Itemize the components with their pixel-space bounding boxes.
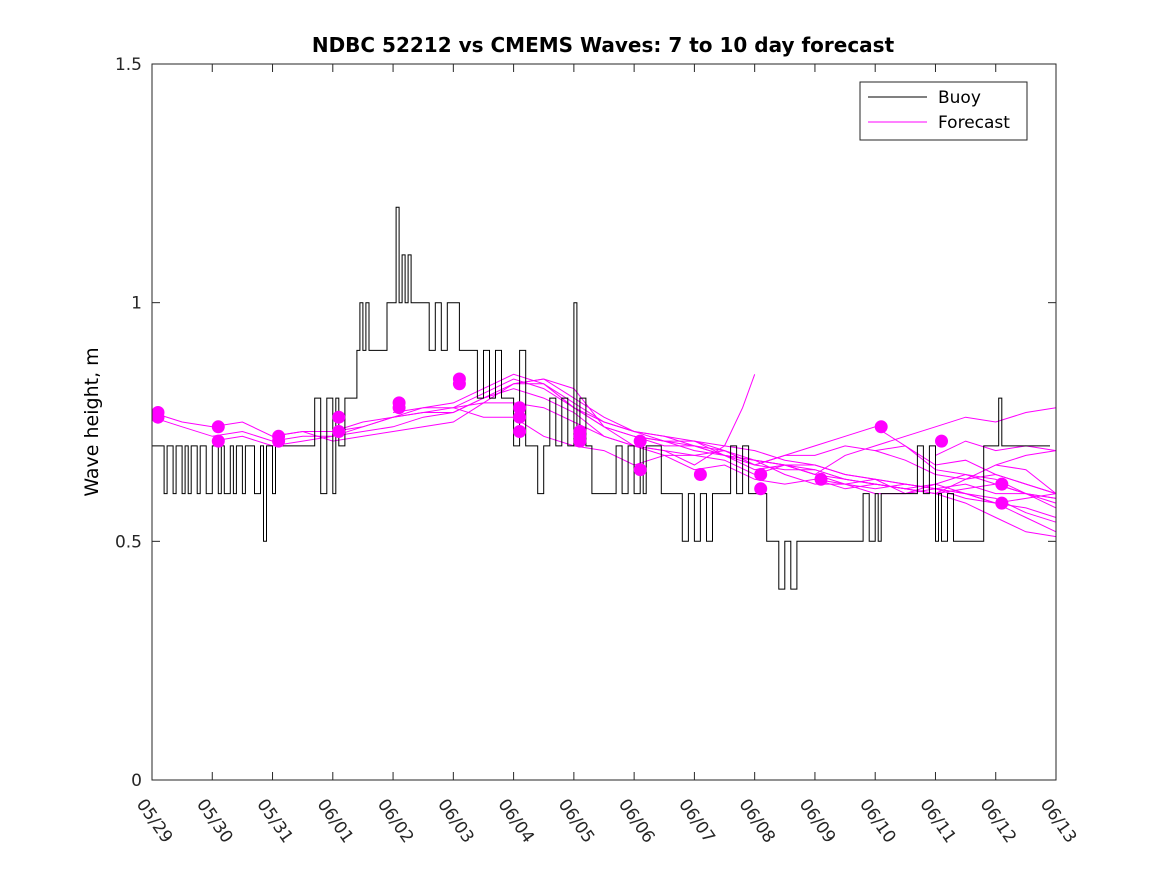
forecast-marker [995,496,1009,510]
y-tick-label: 0.5 [115,532,142,552]
x-tick-label: 06/11 [915,795,959,847]
x-tick-label: 06/09 [795,795,839,847]
forecast-marker [452,377,466,391]
chart-title: NDBC 52212 vs CMEMS Waves: 7 to 10 day f… [312,33,895,57]
buoy-line [152,206,1050,590]
x-tick-label: 06/02 [373,795,417,847]
x-tick-label: 06/10 [855,795,899,847]
forecast-marker [633,434,647,448]
legend-forecast-label: Forecast [938,113,1010,133]
x-tick-label: 06/06 [614,795,658,847]
forecast-line [393,407,1057,495]
x-tick-label: 06/01 [313,795,357,847]
legend-buoy-label: Buoy [938,88,981,108]
forecast-marker [392,401,406,415]
forecast-marker [211,420,225,434]
forecast-marker [513,410,527,424]
x-tick-label: 06/03 [433,795,477,847]
plot-area: 05/29 05/30 05/31 06/01 06/02 06/03 06/04 06/05… [115,55,1080,847]
y-axis-label: Wave height, m [81,347,103,496]
x-tick-label: 05/29 [132,795,176,847]
forecast-line [634,426,1057,509]
forecast-marker [754,482,768,496]
forecast-marker [211,434,225,448]
forecast-marker [693,468,707,481]
forecast-marker [995,477,1009,491]
forecast-marker [332,410,346,424]
forecast-marker [332,425,346,438]
legend: Buoy Forecast [859,81,1028,141]
forecast-marker [754,468,768,481]
forecast-line [453,374,756,466]
x-tick-label: 05/31 [252,795,296,847]
forecast-marker [573,434,587,448]
forecast-marker [874,420,888,434]
x-tick-label: 06/05 [554,795,598,847]
forecast-marker [513,425,527,438]
forecast-line [995,450,1057,466]
forecast-marker [513,401,527,415]
forecast-marker [272,434,286,448]
forecast-marker [151,410,165,424]
x-tick-label: 05/30 [192,795,236,847]
forecast-line [875,445,1057,495]
forecast-line [935,440,1057,456]
forecast-marker [814,472,828,486]
y-tick-label: 0 [131,771,142,791]
plot-frame [151,63,1057,781]
x-tick-label: 06/08 [735,795,779,847]
y-tick-label: 1.5 [115,55,142,75]
forecast-marker [935,434,948,448]
y-tick-label: 1 [131,294,142,314]
x-tick-label: 06/12 [976,795,1020,847]
x-tick-label: 06/13 [1036,795,1080,847]
forecast-marker-layer [151,372,1009,510]
legend-box [859,81,1028,141]
x-tick-label: 06/07 [674,795,718,847]
forecast-marker [633,463,647,477]
x-tick-label: 06/04 [494,795,538,847]
